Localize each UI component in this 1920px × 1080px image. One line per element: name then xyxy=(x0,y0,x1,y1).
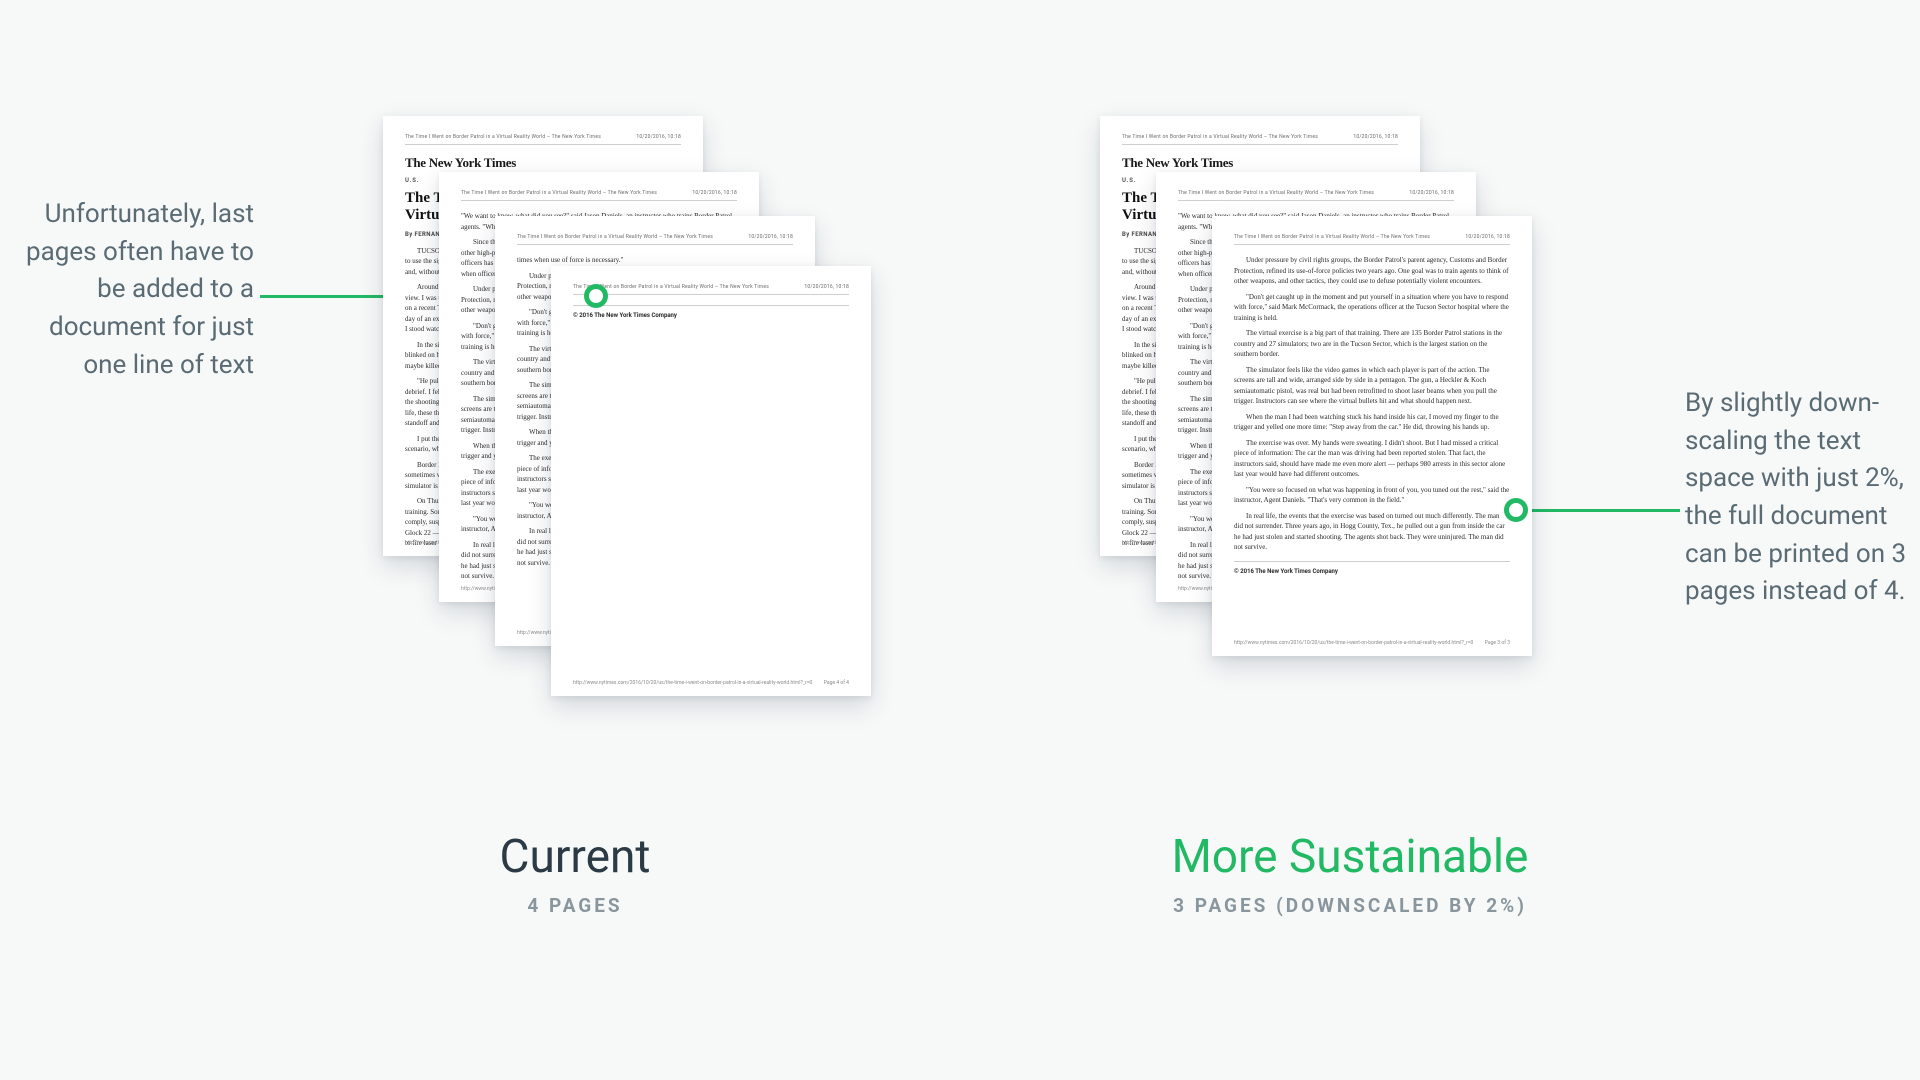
caption-sustainable: More Sustainable 3 PAGES (DOWNSCALED BY … xyxy=(1090,830,1610,917)
page-header-left: The Time I Went on Border Patrol in a Vi… xyxy=(405,134,601,140)
newspaper-logo: The New York Times xyxy=(405,155,681,171)
page-header-right: 10/20/2016, 10:18 xyxy=(692,190,737,196)
page-header-right: 10/20/2016, 10:18 xyxy=(804,284,849,290)
page-header-left: The Time I Went on Border Patrol in a Vi… xyxy=(1178,190,1374,196)
page-sustain-3: The Time I Went on Border Patrol in a Vi… xyxy=(1212,216,1532,656)
caption-current-sub: 4 PAGES xyxy=(410,894,740,917)
page-header-left: The Time I Went on Border Patrol in a Vi… xyxy=(1234,234,1430,240)
page-header-left: The Time I Went on Border Patrol in a Vi… xyxy=(517,234,713,240)
body-para: The virtual exercise is a big part of th… xyxy=(1234,328,1510,360)
caption-current-title: Current xyxy=(410,830,740,884)
body-para: times when use of force is necessary." xyxy=(517,255,793,266)
caption-sustainable-sub: 3 PAGES (DOWNSCALED BY 2%) xyxy=(1090,894,1610,917)
page-header-right: 10/20/2016, 10:18 xyxy=(748,234,793,240)
body-para: Under pressure by civil rights groups, t… xyxy=(1234,255,1510,287)
body-para: When the man I had been watching stuck h… xyxy=(1234,412,1510,433)
connector-right xyxy=(1520,509,1680,512)
highlight-ring-right xyxy=(1504,498,1528,522)
body-para: "Don't get caught up in the moment and p… xyxy=(1234,292,1510,324)
page-footer-url: http://www.nytimes.com/2016/10/20/us/the… xyxy=(573,680,812,686)
caption-current: Current 4 PAGES xyxy=(410,830,740,917)
page-footer-num: Page 4 of 4 xyxy=(824,680,849,686)
caption-sustainable-title: More Sustainable xyxy=(1090,830,1610,884)
page-header-left: The Time I Went on Border Patrol in a Vi… xyxy=(1122,134,1318,140)
page-header-left: The Time I Went on Border Patrol in a Vi… xyxy=(461,190,657,196)
page-footer-num: Page 3 of 3 xyxy=(1485,640,1510,646)
page-footer-url: http://www.nytimes.com/2016/10/20/us/the… xyxy=(1234,640,1473,646)
page-header-right: 10/20/2016, 10:18 xyxy=(1465,234,1510,240)
highlight-ring-left xyxy=(584,284,608,308)
body-para: The exercise was over. My hands were swe… xyxy=(1234,438,1510,480)
page-header-right: 10/20/2016, 10:18 xyxy=(1353,134,1398,140)
annotation-left: Unfortunately, last pages often have to … xyxy=(6,196,254,384)
copyright-line: © 2016 The New York Times Company xyxy=(573,312,849,319)
newspaper-logo: The New York Times xyxy=(1122,155,1398,171)
page-current-4: The Time I Went on Border Patrol in a Vi… xyxy=(551,266,871,696)
body-para: "You were so focused on what was happeni… xyxy=(1234,485,1510,506)
page-header-right: 10/20/2016, 10:18 xyxy=(636,134,681,140)
page-header-right: 10/20/2016, 10:18 xyxy=(1409,190,1454,196)
infographic-canvas: Unfortunately, last pages often have to … xyxy=(0,0,1920,1080)
body-para: In real life, the events that the exerci… xyxy=(1234,511,1510,553)
annotation-right: By slightly down-scaling the text space … xyxy=(1685,385,1920,611)
copyright-line: © 2016 The New York Times Company xyxy=(1234,568,1510,575)
body-para: The simulator feels like the video games… xyxy=(1234,365,1510,407)
